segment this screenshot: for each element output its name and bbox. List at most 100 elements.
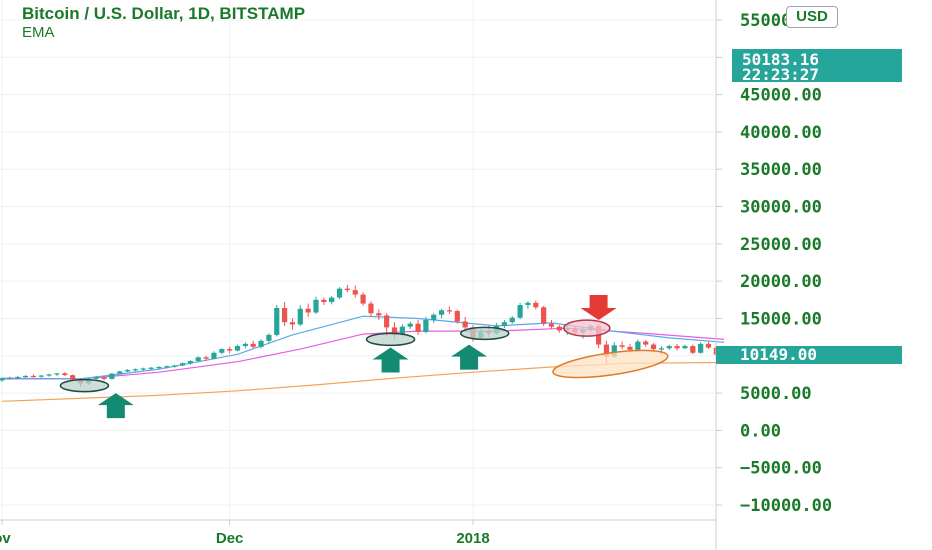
ellipse-5: [552, 349, 669, 379]
candle-body: [360, 294, 366, 304]
grid-lines: [0, 0, 714, 520]
candle-body: [227, 349, 233, 351]
up-arrow-1: [97, 393, 134, 419]
chart-title: Bitcoin / U.S. Dollar, 1D, BITSTAMP: [22, 4, 306, 23]
candle: [15, 375, 21, 379]
candle-body: [54, 373, 60, 375]
candle-body: [148, 367, 154, 369]
candle-body: [391, 327, 398, 335]
candle-body: [635, 341, 641, 350]
candle-body: [399, 326, 405, 335]
up-arrow-3: [451, 344, 488, 370]
candle: [132, 368, 139, 372]
candle-body: [274, 308, 280, 335]
candle: [274, 305, 280, 337]
ellipse-1: [59, 378, 110, 393]
currency-button[interactable]: USD: [786, 6, 838, 28]
candle: [46, 373, 52, 377]
candle-body: [101, 377, 107, 379]
candle-body: [234, 346, 241, 351]
candle: [234, 344, 241, 352]
y-tick-label: 5000.00: [740, 384, 812, 404]
candle: [30, 374, 36, 378]
candle: [305, 303, 311, 317]
candle-body: [611, 345, 617, 357]
candle: [556, 325, 562, 333]
candle: [195, 356, 201, 363]
candle: [62, 372, 68, 376]
candle-body: [454, 311, 460, 322]
candle-body: [258, 340, 264, 347]
candle: [203, 355, 209, 361]
candle-body: [289, 322, 296, 325]
candle: [282, 302, 288, 326]
candle-body: [242, 343, 248, 347]
candle-body: [548, 323, 555, 327]
indicator-label[interactable]: EMA: [22, 24, 55, 41]
candle-body: [352, 290, 358, 295]
candle: [619, 341, 625, 350]
candle: [156, 366, 162, 370]
candle: [297, 305, 303, 326]
candle: [407, 321, 413, 329]
x-tick-label: 2018: [456, 530, 489, 547]
candle: [219, 348, 225, 355]
candle: [54, 372, 60, 376]
candle-body: [423, 319, 429, 332]
candle-body: [698, 343, 704, 353]
y-tick-label: 15000.00: [740, 309, 822, 329]
candle-body: [533, 302, 539, 308]
candle-body: [117, 371, 123, 374]
candle: [509, 316, 515, 324]
candle-body: [179, 363, 186, 366]
candle: [344, 284, 350, 293]
candle: [250, 340, 256, 349]
candle: [125, 369, 131, 373]
candle-body: [658, 348, 664, 350]
candle: [517, 302, 523, 320]
candle-body: [30, 375, 36, 378]
candle-body: [336, 288, 343, 298]
y-tick-label: 20000.00: [740, 272, 822, 292]
candle-body: [705, 343, 712, 348]
price-badge-price: 50183.16: [742, 50, 820, 69]
candle-body: [501, 322, 507, 326]
candle-body: [132, 369, 139, 371]
candle: [533, 300, 539, 310]
candle-body: [682, 346, 688, 349]
candle: [101, 376, 107, 381]
candle-body: [525, 302, 531, 306]
candle: [666, 344, 672, 350]
candle: [227, 346, 233, 354]
candle: [454, 309, 460, 324]
price-badge-countdown: 22:23:27: [742, 65, 820, 84]
candle-body: [462, 321, 468, 328]
candle-body: [650, 344, 657, 350]
y-tick-label: 35000.00: [740, 160, 822, 180]
candle: [423, 316, 429, 334]
candle: [179, 362, 186, 367]
candle-body: [38, 375, 44, 377]
candle-body: [62, 373, 68, 376]
x-tick-label: Dec: [216, 530, 244, 547]
candle-body: [541, 307, 547, 324]
candle: [439, 308, 445, 319]
y-tick-label: 0.00: [740, 421, 781, 441]
candle-body: [93, 377, 99, 379]
candle-body: [329, 297, 335, 303]
candle-body: [415, 323, 421, 332]
candle: [22, 375, 29, 379]
candle: [140, 367, 146, 371]
candle: [501, 319, 507, 329]
candle: [682, 344, 688, 350]
candle: [109, 372, 115, 380]
candle-body: [187, 360, 193, 364]
y-tick-label: 25000.00: [740, 235, 822, 255]
candle: [462, 316, 468, 329]
candle: [352, 285, 358, 298]
candle: [431, 313, 437, 323]
candle: [258, 339, 264, 349]
y-tick-label: 45000.00: [740, 86, 822, 106]
candle-body: [321, 299, 327, 303]
